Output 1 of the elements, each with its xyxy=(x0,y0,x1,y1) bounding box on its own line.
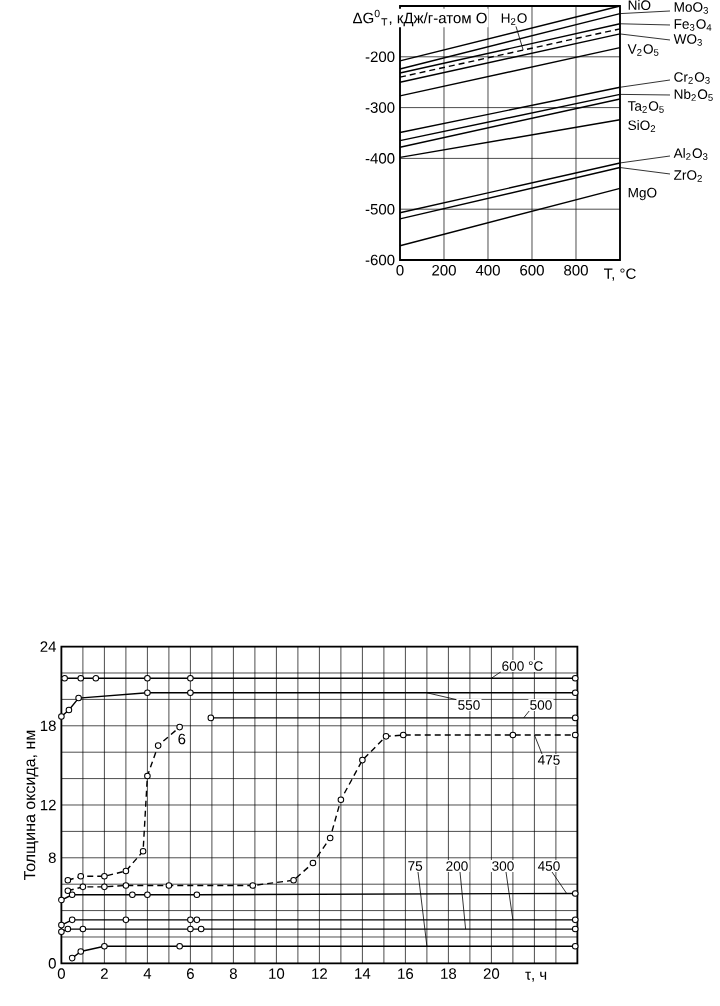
y-axis-title: Толщина оксида, нм xyxy=(24,730,39,880)
